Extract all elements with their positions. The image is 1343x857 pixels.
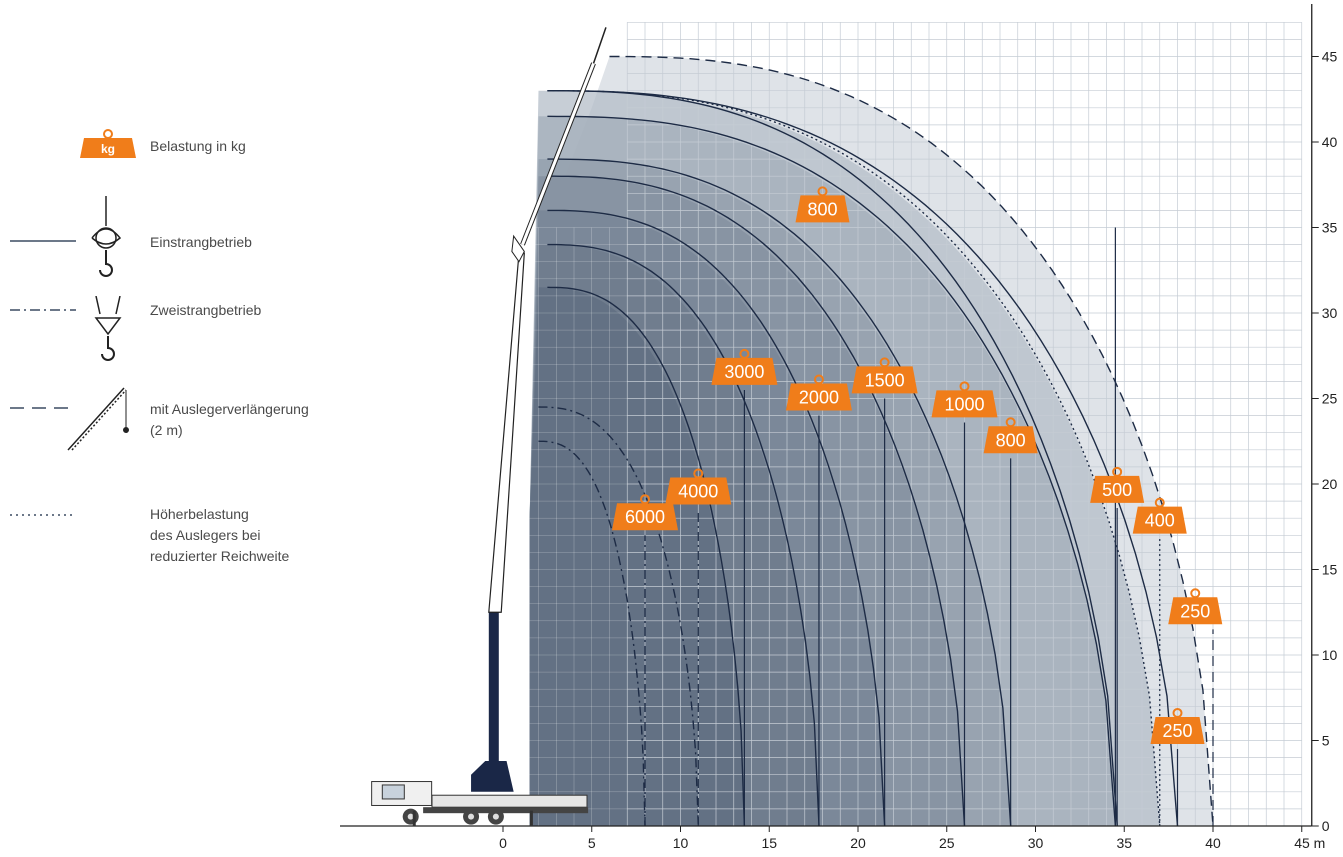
legend-load-label: Belastung in kg [150, 138, 246, 154]
truck-hub [468, 813, 475, 820]
y-tick-label: 25 [1322, 391, 1338, 407]
boom-top-inner [521, 62, 595, 246]
weight-badge-1000-5 [931, 390, 998, 418]
y-tick-label: 40 [1322, 134, 1338, 150]
weight-label-800-7: 800 [807, 199, 837, 219]
truck-hub [492, 813, 499, 820]
y-tick-label: 20 [1322, 476, 1338, 492]
weight-badge-label: kg [101, 142, 115, 156]
boom-base-section [488, 612, 499, 775]
y-tick-label: 10 [1322, 647, 1338, 663]
curve-2000-3 [547, 243, 820, 827]
truck-window [381, 784, 405, 800]
legend-overload-label: Höherbelastung des Auslegers bei reduzie… [150, 504, 289, 567]
weight-label-6000-0: 6000 [625, 507, 665, 527]
boom-joint [511, 234, 525, 263]
boom-turret [471, 761, 514, 792]
weight-label-4000-1: 4000 [678, 482, 718, 502]
weight-badge-250-11 [1168, 597, 1223, 625]
x-tick-label: 30 [1028, 835, 1044, 851]
weight-label-500-8: 500 [1102, 480, 1132, 500]
curve-1000-5 [547, 175, 966, 827]
weight-badge-500-8 [1090, 475, 1145, 503]
y-tick-label: 5 [1322, 733, 1330, 749]
single-hook-icon [10, 196, 122, 277]
weight-badge-800-7 [795, 195, 850, 223]
truck-hub [407, 813, 414, 820]
weight-label-800-6: 800 [996, 430, 1026, 450]
weight-badge-2000-3 [785, 383, 852, 411]
weight-label-400-9: 400 [1145, 511, 1175, 531]
boom-mid-section [488, 252, 525, 613]
weight-label-250-10: 250 [1162, 721, 1192, 741]
weight-label-1500-4: 1500 [865, 370, 905, 390]
legend-double-label: Zweistrangbetrieb [150, 302, 262, 318]
x-tick-label: 5 [588, 835, 596, 851]
y-tick-label: 45 [1322, 49, 1338, 65]
curve-1500-4 [547, 209, 886, 827]
weight-label-250-11: 250 [1180, 601, 1210, 621]
curve-4000-1 [538, 406, 699, 827]
weight-badge-4000-1 [665, 477, 732, 505]
x-tick-label: 35 [1116, 835, 1132, 851]
curve-800-6 [547, 158, 1012, 827]
legend-extension-label: mit Auslegerverlängerung (2 m) [150, 399, 309, 441]
weight-badge-800-6 [983, 426, 1038, 454]
x-tick-label: 0 [499, 835, 507, 851]
x-tick-label: 20 [850, 835, 866, 851]
weight-badge-3000-2 [711, 357, 778, 385]
curve-6000-0 [538, 440, 646, 827]
legend-overload-line1: Höherbelastung [150, 506, 249, 522]
weight-label-2000-3: 2000 [799, 388, 839, 408]
y-tick-label: 35 [1322, 220, 1338, 236]
curve-3000-2 [547, 286, 746, 827]
y-tick-label: 0 [1322, 818, 1330, 834]
truck-frame [423, 807, 589, 814]
weight-label-3000-2: 3000 [724, 362, 764, 382]
weight-badge-6000-0 [612, 503, 678, 531]
curve-800-7 [547, 115, 1117, 827]
legend-extension-line2: (2 m) [150, 422, 183, 438]
legend-extension-line1: mit Auslegerverlängerung [150, 401, 309, 417]
double-hook-icon [10, 296, 122, 361]
x-tick-label: 25 [939, 835, 955, 851]
legend: kg Belastung in kg Einstrangbetrieb Zwei… [0, 0, 340, 857]
legend-overload-line2: des Auslegers bei [150, 527, 261, 543]
weight-badge-icon: kg [80, 129, 136, 158]
legend-single-label: Einstrangbetrieb [150, 234, 252, 250]
weight-label-1000-5: 1000 [944, 394, 984, 414]
weight-badge-1500-4 [851, 366, 918, 394]
x-tick-label: 40 [1205, 835, 1221, 851]
curve-250-11 [609, 55, 1214, 827]
x-tick-label: 15 [761, 835, 777, 851]
weight-badge-400-9 [1132, 506, 1187, 534]
x-tick-label: 45 m [1294, 835, 1325, 851]
curve-250-10 [547, 90, 1179, 827]
x-tick-label: 10 [673, 835, 689, 851]
y-tick-label: 15 [1322, 562, 1338, 578]
jib-tip [592, 27, 607, 64]
y-tick-label: 30 [1322, 305, 1338, 321]
truck-bed [431, 794, 588, 808]
dotted-line-icon [10, 514, 76, 516]
jib-extension-icon [10, 387, 129, 451]
legend-overload-line3: reduzierter Reichweite [150, 548, 290, 564]
weight-badge-250-10 [1150, 716, 1205, 744]
